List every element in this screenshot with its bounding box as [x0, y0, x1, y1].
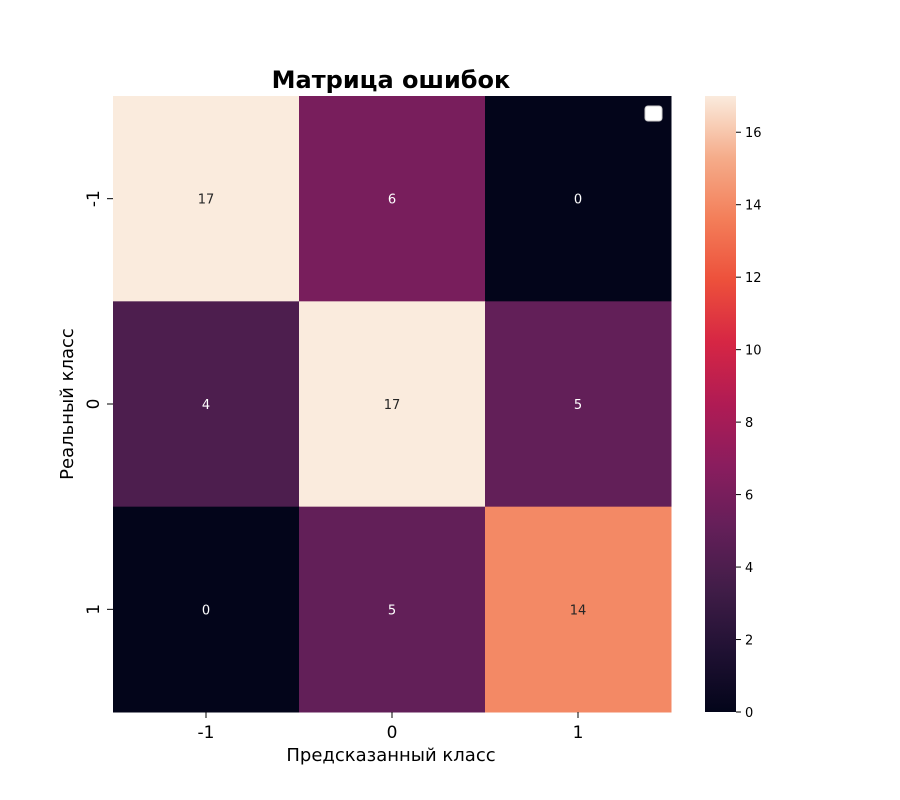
x-tick-label: 0: [387, 723, 398, 743]
y-tick-label: 0: [84, 399, 104, 410]
colorbar-tick-label: 2: [745, 634, 753, 649]
colorbar-tick-label: 12: [745, 271, 762, 286]
cell-value-label: 5: [574, 398, 582, 413]
heatmap-cell: [299, 301, 486, 508]
cell-value-label: 0: [202, 603, 210, 618]
colorbar-tick-label: 8: [745, 416, 753, 431]
cell-value-label: 5: [388, 603, 396, 618]
heatmap-cell: [113, 506, 300, 713]
cell-value-label: 14: [570, 603, 587, 618]
y-tick-label: 1: [84, 604, 104, 615]
heatmap-cell: [113, 301, 300, 508]
x-axis-label: Предсказанный класс: [286, 745, 495, 766]
cell-value-label: 4: [202, 398, 210, 413]
x-axis-ticks: -1 0 1: [198, 712, 584, 743]
heatmap-cell: [113, 96, 300, 302]
heatmap-cell: [485, 506, 672, 713]
colorbar-tick-label: 4: [745, 561, 753, 576]
legend: [644, 105, 663, 122]
y-axis-label: Реальный класс: [57, 328, 78, 480]
colorbar-tick-label: 16: [745, 126, 762, 141]
heatmap-cells: [113, 96, 672, 713]
colorbar: [705, 96, 736, 712]
cell-value-label: 6: [388, 193, 396, 208]
cell-value-label: 17: [198, 193, 215, 208]
colorbar-tick-label: 14: [745, 199, 762, 214]
heatmap-cell: [299, 506, 486, 713]
heatmap-cell: [485, 301, 672, 508]
colorbar-tick-label: 6: [745, 489, 753, 504]
heatmap-cell: [485, 96, 672, 302]
heatmap-cell-labels: 17 6 0 4 17 5 0 5 14: [198, 193, 587, 619]
colorbar-tick-label: 0: [745, 706, 753, 721]
chart-title: Матрица ошибок: [272, 66, 511, 94]
y-tick-label: -1: [84, 190, 104, 207]
cell-value-label: 17: [384, 398, 401, 413]
cell-value-label: 0: [574, 193, 582, 208]
colorbar-ticks: 0 2 4 6 8 10 12 14 16: [736, 126, 762, 721]
x-tick-label: -1: [198, 723, 215, 743]
legend-box: [644, 105, 663, 122]
heatmap-cell: [299, 96, 486, 302]
y-axis-ticks: -1 0 1: [84, 190, 113, 615]
x-tick-label: 1: [573, 723, 584, 743]
colorbar-tick-label: 10: [745, 344, 762, 359]
